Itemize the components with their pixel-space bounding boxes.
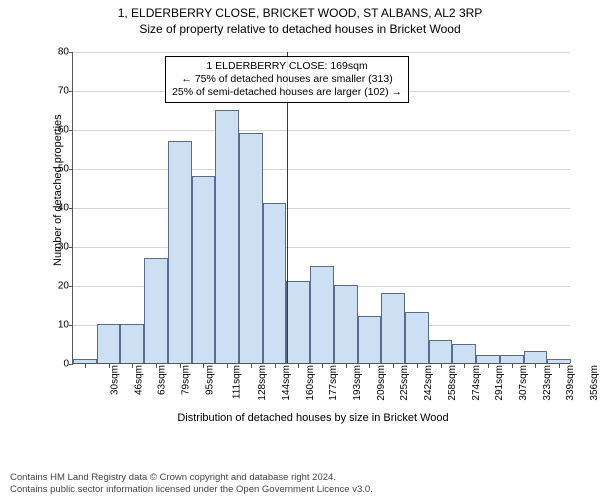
x-tick-label: 258sqm [447,365,458,401]
x-tick-label: 30sqm [109,365,120,395]
x-tick-mark [109,364,110,368]
annotation-line-3: 25% of semi-detached houses are larger (… [172,86,402,99]
histogram-bar [263,203,287,363]
x-tick-mark [180,364,181,368]
annotation-box: 1 ELDERBERRY CLOSE: 169sqm← 75% of detac… [165,56,409,103]
x-tick-label: 274sqm [471,365,482,401]
gridline-h [73,169,570,170]
x-tick-label: 193sqm [352,365,363,401]
gridline-h [73,130,570,131]
y-tick-label: 70 [58,86,73,97]
x-tick-mark [369,364,370,368]
x-tick-mark [417,364,418,368]
x-tick-label: 160sqm [305,365,316,401]
histogram-bar [358,316,382,363]
footer-attribution: Contains HM Land Registry data © Crown c… [10,472,373,496]
chart-area: Number of detached properties 0102030405… [48,46,578,406]
histogram-bar [239,133,263,363]
x-tick-label: 63sqm [157,365,168,395]
gridline-h [73,208,570,209]
histogram-bar [381,293,405,363]
x-tick-mark [464,364,465,368]
y-tick-label: 0 [63,359,73,370]
footer-line-2: Contains public sector information licen… [10,484,373,496]
histogram-bar [192,176,216,363]
y-tick-label: 40 [58,203,73,214]
histogram-bar [120,324,144,363]
x-tick-mark [441,364,442,368]
y-tick-label: 80 [58,47,73,58]
y-tick-label: 20 [58,281,73,292]
x-tick-label: 46sqm [133,365,144,395]
x-tick-mark [227,364,228,368]
x-tick-label: 209sqm [376,365,387,401]
x-tick-label: 291sqm [494,365,505,401]
x-tick-label: 225sqm [400,365,411,401]
x-tick-mark [488,364,489,368]
gridline-h [73,247,570,248]
chart-title-main: 1, ELDERBERRY CLOSE, BRICKET WOOD, ST AL… [0,6,600,20]
x-tick-label: 111sqm [232,365,243,399]
plot-region: 0102030405060708030sqm46sqm63sqm79sqm95s… [72,52,570,364]
annotation-line-1: 1 ELDERBERRY CLOSE: 169sqm [172,60,402,73]
histogram-bar [500,355,524,363]
histogram-bar [452,344,476,364]
x-tick-mark [346,364,347,368]
histogram-bar [429,340,453,363]
x-tick-mark [203,364,204,368]
histogram-bar [334,285,358,363]
x-tick-mark [535,364,536,368]
x-tick-label: 144sqm [281,365,292,401]
x-tick-label: 242sqm [423,365,434,401]
histogram-bar [524,351,548,363]
annotation-line-2: ← 75% of detached houses are smaller (31… [172,73,402,86]
x-tick-label: 323sqm [542,365,553,401]
histogram-bar [97,324,121,363]
gridline-h [73,52,570,53]
histogram-bar [73,359,97,363]
x-tick-label: 307sqm [518,365,529,401]
chart-title-sub: Size of property relative to detached ho… [0,22,600,36]
x-tick-label: 79sqm [181,365,192,395]
x-tick-mark [322,364,323,368]
histogram-bar [286,281,310,363]
histogram-bar [547,359,571,363]
x-tick-mark [512,364,513,368]
x-axis-label: Distribution of detached houses by size … [48,412,578,424]
x-tick-mark [559,364,560,368]
histogram-bar [476,355,500,363]
y-tick-label: 30 [58,242,73,253]
x-tick-mark [156,364,157,368]
y-tick-label: 10 [58,320,73,331]
histogram-bar [310,266,334,364]
x-tick-mark [298,364,299,368]
histogram-bar [215,110,239,364]
x-tick-mark [275,364,276,368]
x-tick-label: 128sqm [257,365,268,401]
x-tick-label: 356sqm [589,365,600,401]
y-tick-label: 60 [58,125,73,136]
histogram-bar [168,141,192,363]
y-tick-label: 50 [58,164,73,175]
histogram-bar [144,258,168,363]
x-tick-mark [132,364,133,368]
x-tick-label: 339sqm [566,365,577,401]
x-tick-label: 95sqm [204,365,215,395]
x-tick-mark [393,364,394,368]
histogram-bar [405,312,429,363]
x-tick-mark [85,364,86,368]
chart-titles: 1, ELDERBERRY CLOSE, BRICKET WOOD, ST AL… [0,0,600,36]
x-tick-label: 177sqm [328,365,339,401]
footer-line-1: Contains HM Land Registry data © Crown c… [10,472,373,484]
x-tick-mark [251,364,252,368]
